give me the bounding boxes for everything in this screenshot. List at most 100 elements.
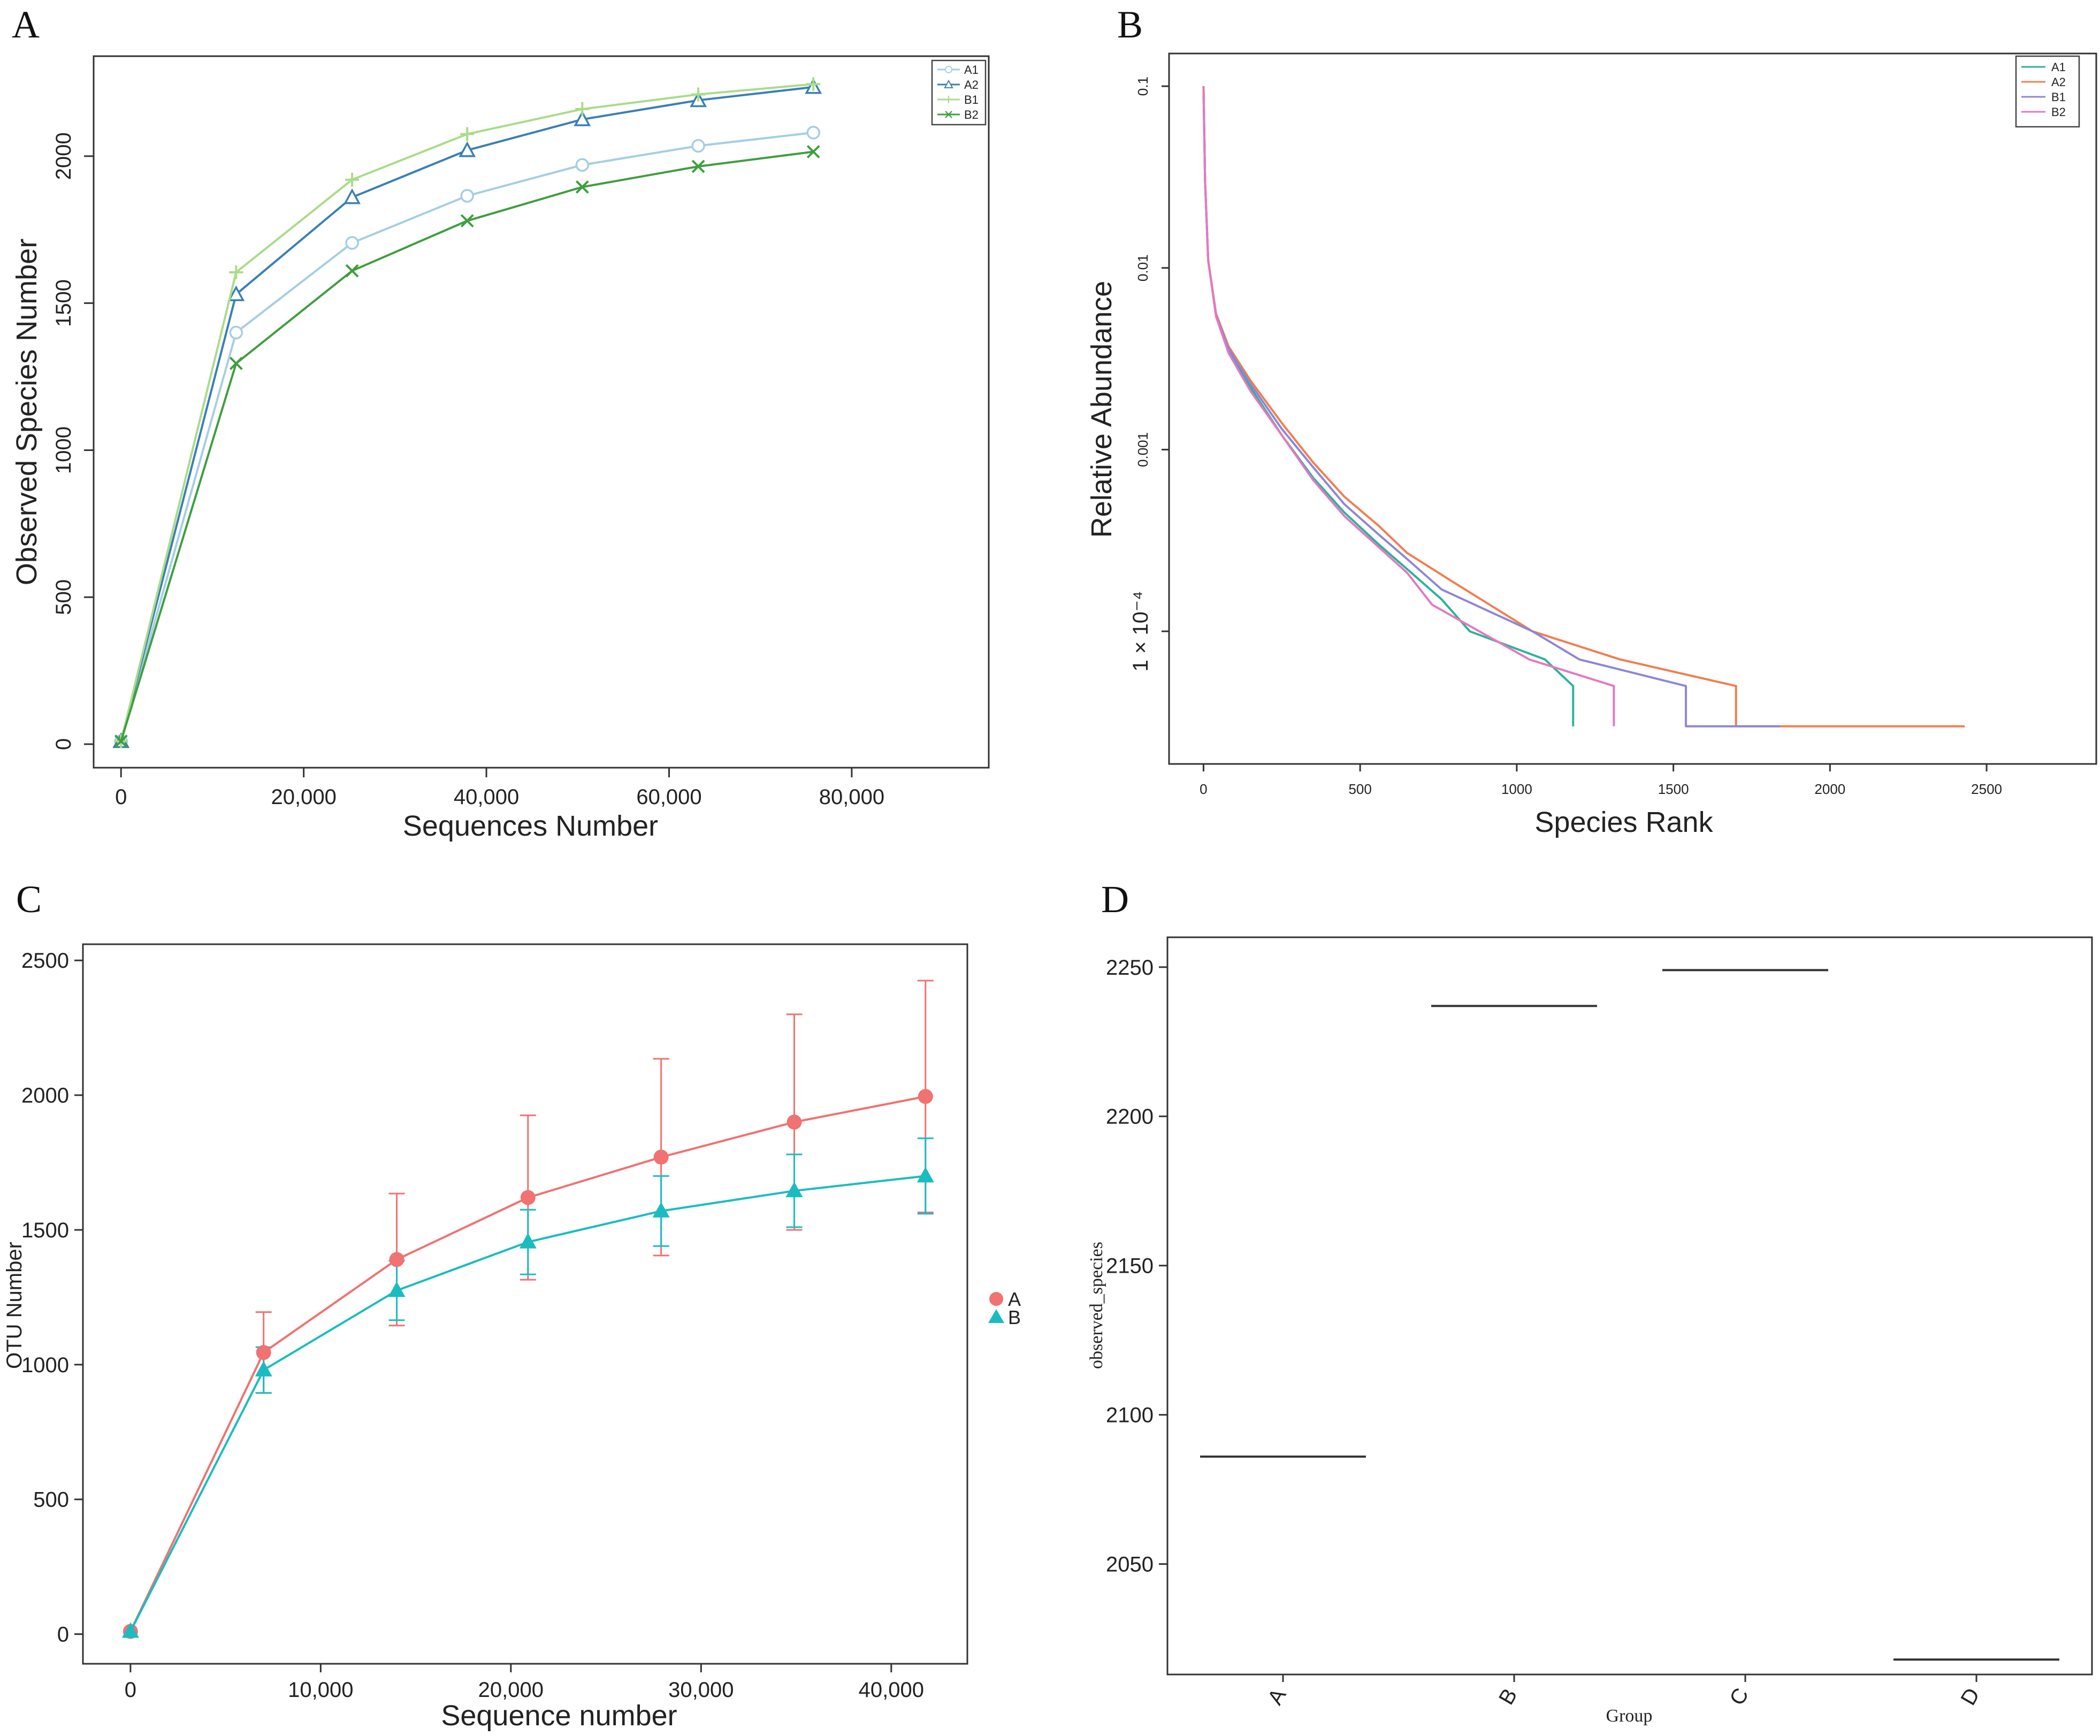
panel-label-a: A [12,3,40,46]
panel-label-d: D [1101,878,1129,921]
x-tick-label: 0 [1200,781,1207,797]
x-tick-label: 20,000 [478,1678,544,1702]
data-point-a1 [691,139,705,153]
y-tick-label: 1000 [21,1353,69,1377]
data-point-b1 [806,77,821,91]
panel-b-rank-abundance-chart: 0 500 1000 1500 2000 2500 0.1 0.01 0.001 1 × 10⁻⁴… [1086,52,2097,838]
data-point-a [256,1345,271,1360]
y-tick-label: 500 [52,579,75,615]
data-point-a1 [345,236,359,250]
plot-frame [82,943,968,1665]
plot-frame [1168,52,2097,765]
data-point-a2 [574,110,591,126]
y-tick-label: 1 × 10⁻⁴ [1129,591,1152,672]
legend-label: B [1008,1306,1021,1328]
data-point-b [917,1167,934,1183]
data-point-a2 [227,285,245,301]
data-point-b [519,1233,537,1249]
data-point-b1 [345,172,360,187]
legend-marker [988,1309,1004,1323]
y-tick-label: 1500 [21,1219,69,1242]
legend-label: B2 [964,108,979,121]
x-tick-label: 1000 [1501,781,1532,797]
y-tick-label: 1000 [52,426,75,474]
data-point-b2 [229,356,243,370]
data-point-a [389,1252,404,1267]
data-point-a1 [460,189,474,203]
series-line-b2 [120,150,814,742]
data-point-b1 [229,265,243,279]
data-point-a1 [575,158,590,172]
data-point-b1 [575,102,590,116]
data-point-b2 [806,145,820,159]
data-point-a [520,1190,536,1205]
data-point-a2 [343,188,361,204]
y-tick-label: 0 [57,1623,69,1647]
x-axis-title: Group [1606,1706,1653,1726]
data-point-b2 [345,264,359,278]
x-tick-label: 2000 [1814,781,1845,797]
x-tick-label: 2500 [1971,781,2002,797]
x-tick-label: 0 [115,785,127,809]
data-point-a1 [229,325,243,340]
series-line-a2 [1202,86,1965,728]
x-tick-label: C [1725,1684,1753,1709]
legend-label: A2 [2051,75,2066,89]
y-tick-label: 0 [52,738,75,750]
legend-marker [989,1292,1003,1306]
data-point-b2 [691,159,705,173]
y-tick-label: 2100 [1106,1404,1154,1427]
data-point-a [653,1149,669,1165]
data-point-a [786,1114,802,1130]
data-point-a [918,1089,933,1104]
legend-marker [944,65,953,74]
legend-label: B1 [964,93,979,106]
x-tick-label: B [1494,1685,1522,1709]
x-tick-label: 20,000 [271,785,336,809]
x-axis-title: Sequence number [441,1700,677,1732]
x-tick-label: 1500 [1658,781,1689,797]
data-point-a2 [459,141,476,157]
panel-label-b: B [1117,3,1143,46]
data-point-a1 [806,126,820,140]
data-point-b [255,1360,272,1376]
y-tick-label: 500 [33,1488,69,1512]
x-axis-title: Species Rank [1534,806,1713,838]
x-tick-label: A [1263,1685,1291,1709]
series-line-a1 [120,131,814,742]
x-tick-label: 500 [1348,781,1371,797]
x-tick-label: 30,000 [668,1678,734,1702]
legend [2015,55,2080,128]
series-line-b2 [1202,86,1615,726]
legend-label: A1 [2051,60,2066,74]
y-tick-label: 2500 [21,949,69,973]
x-tick-label: 0 [125,1678,136,1702]
y-tick-label: 2000 [52,132,75,180]
legend-label: B1 [2051,90,2066,104]
legend-marker [944,95,953,104]
y-axis-title: Observed Species Number [11,239,43,585]
y-axis-title: OTU Number [3,1242,26,1369]
panel-label-c: C [16,878,42,921]
y-tick-label: 2200 [1106,1105,1154,1129]
legend-marker [944,79,953,89]
data-point-b1 [691,87,706,102]
y-axis-title: Relative Abundance [1086,281,1118,538]
y-tick-label: 2250 [1106,956,1154,980]
series-line-a1 [1202,86,1575,726]
legend-label: A1 [964,63,979,77]
y-tick-label: 0.1 [1135,77,1151,96]
legend-label: A [1008,1288,1021,1310]
data-point-b [652,1202,670,1218]
y-tick-label: 2050 [1106,1553,1154,1577]
legend-label: A2 [964,78,979,91]
x-tick-label: 80,000 [819,785,884,809]
x-tick-label: 40,000 [454,785,519,809]
y-tick-label: 0.001 [1135,432,1151,467]
panel-c-otu-chart: 0 10,000 20,000 30,000 40,000 0 500 1000 1500 200… [3,943,1021,1732]
data-point-b [121,1622,139,1638]
y-tick-label: 1500 [52,279,75,327]
plot-frame [1166,936,2093,1676]
data-point-b [785,1181,803,1197]
